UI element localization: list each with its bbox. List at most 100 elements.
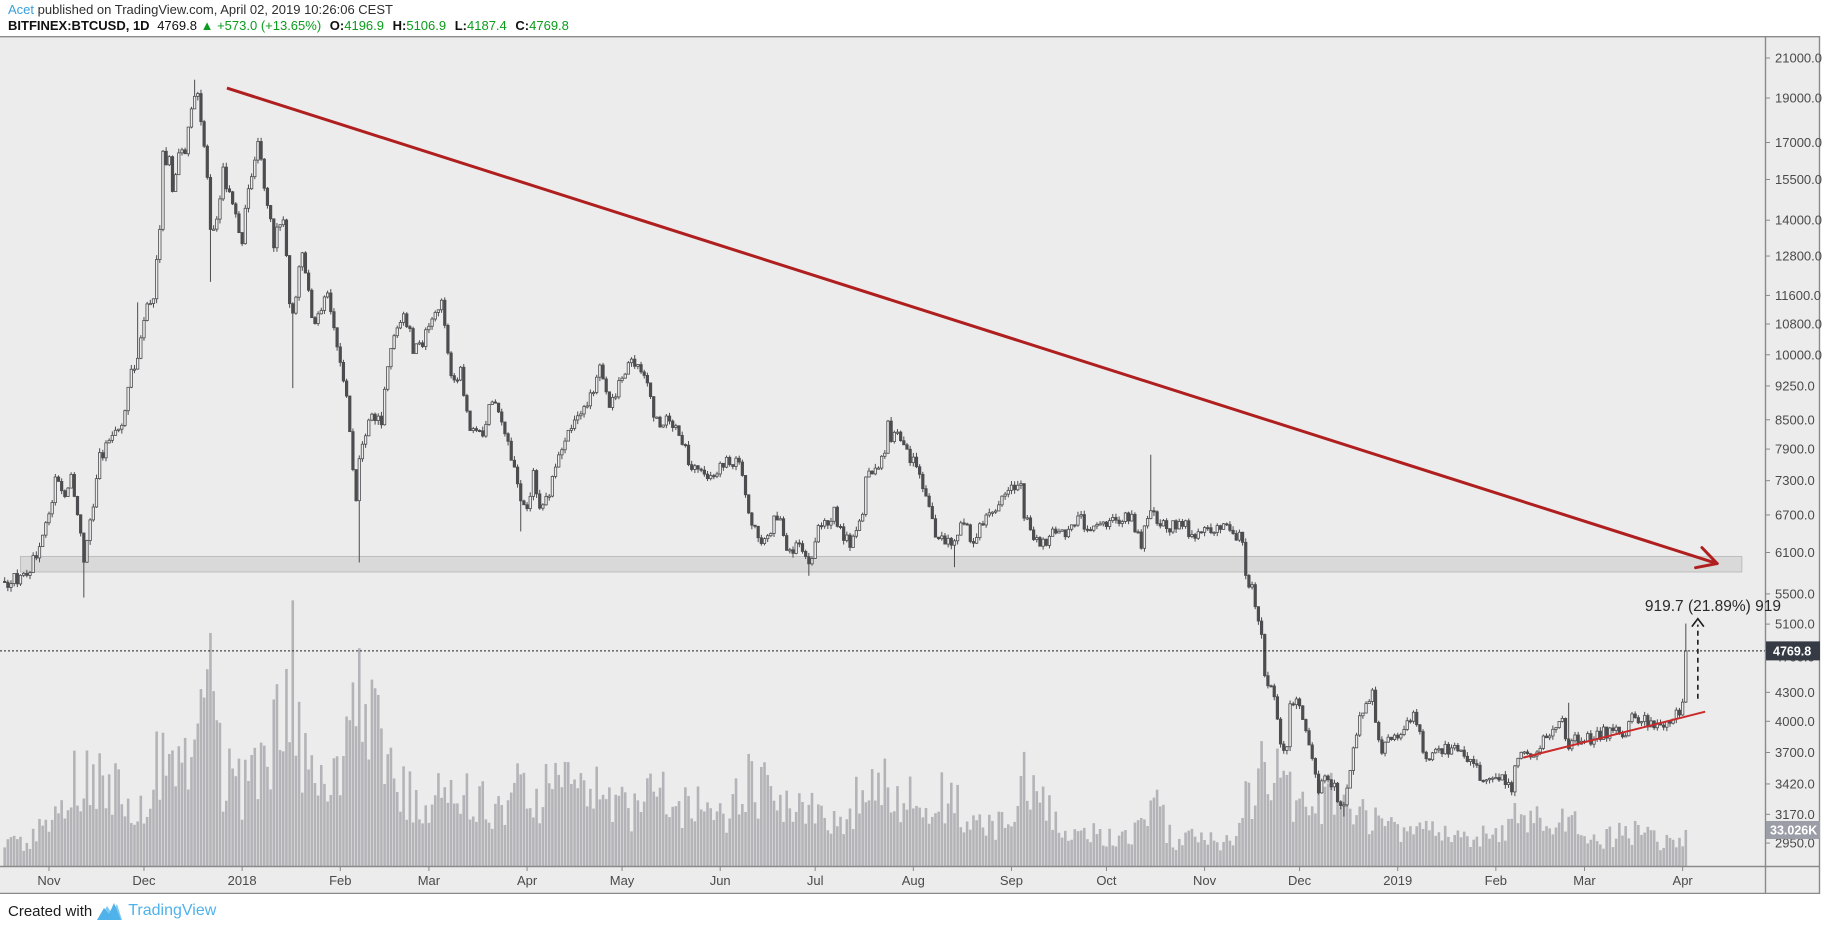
volume-bar [522, 772, 526, 866]
candle-body [1304, 719, 1308, 732]
downtrend-line[interactable] [226, 86, 1718, 565]
volume-bar [399, 811, 402, 866]
candle-body [1161, 520, 1166, 527]
candle-body [1231, 529, 1235, 534]
volume-bar [1244, 781, 1248, 866]
volume-bar [209, 632, 212, 866]
candle-body [810, 558, 814, 565]
volume-bar [1266, 794, 1270, 866]
candle-body [503, 421, 507, 435]
volume-bar [1659, 850, 1662, 866]
volume-bar [1253, 805, 1257, 866]
candle-body [75, 496, 80, 516]
volume-bar [1288, 771, 1292, 866]
volume-bar [234, 776, 238, 866]
candle-body [1468, 759, 1473, 762]
volume-bar [703, 811, 706, 866]
candle-body [655, 416, 659, 419]
y-axis-label: 19000.0 [1775, 91, 1822, 106]
candle-body [1611, 727, 1615, 731]
x-axis-label: Mar [1573, 873, 1596, 888]
volume-bar [1576, 834, 1580, 866]
brand-name[interactable]: TradingView [128, 902, 217, 919]
volume-bar [763, 762, 766, 866]
candle-body [53, 476, 57, 504]
volume-bar [1010, 826, 1013, 866]
candle-body [414, 343, 418, 354]
volume-bar [278, 750, 282, 866]
candle-body [338, 346, 342, 363]
candle-body [1339, 801, 1343, 807]
volume-bar [1234, 835, 1238, 866]
volume-bar [1127, 843, 1130, 866]
volume-bar [50, 819, 54, 866]
volume-bar [620, 786, 624, 866]
candle-body [1038, 537, 1042, 547]
volume-bar [1187, 830, 1191, 866]
volume-bar [25, 842, 29, 866]
volume-bar [1152, 797, 1156, 866]
candle-body [199, 93, 203, 123]
candle-body [69, 474, 73, 489]
volume-bar [1421, 828, 1425, 866]
volume-bar [101, 775, 105, 866]
candle-body [569, 428, 573, 431]
volume-bar [114, 763, 117, 866]
volume-bar [291, 600, 295, 866]
candle-body [405, 313, 409, 328]
volume-bar [1355, 815, 1358, 866]
volume-bar [1006, 824, 1010, 866]
chart-canvas[interactable]: 21000.0 19000.0 17000.0 15500.0 14000.0 12800… [0, 35, 1828, 895]
volume-bar [95, 808, 98, 866]
volume-bar [1668, 837, 1672, 866]
volume-bar [1329, 772, 1333, 866]
symbol-title[interactable]: BITFINEX:BTCUSD, 1D [8, 18, 150, 33]
x-axis-label: Feb [1485, 873, 1507, 888]
volume-bar [1155, 789, 1159, 866]
candle-body [1032, 529, 1036, 540]
candle-body [1361, 712, 1365, 717]
volume-bar [658, 787, 662, 866]
supply-zone-band[interactable] [20, 555, 1743, 573]
volume-bar [798, 793, 801, 866]
volume-bar [1396, 824, 1400, 866]
author-link[interactable]: Acet [8, 2, 35, 17]
candle-body [1025, 517, 1029, 520]
volume-bar [1684, 830, 1688, 866]
volume-bar [250, 754, 253, 866]
volume-bar [1671, 839, 1675, 866]
volume-bar [851, 829, 855, 866]
candle-body [250, 176, 254, 190]
volume-bar [1529, 810, 1532, 866]
volume-bar [918, 807, 921, 866]
candle-body [1047, 535, 1052, 546]
volume-bar [300, 792, 304, 866]
volume-bar [718, 803, 722, 866]
volume-bar [1067, 840, 1070, 866]
candle-body [1424, 751, 1428, 760]
y-axis-label: 11600.0 [1775, 288, 1821, 303]
price-axis[interactable] [1765, 36, 1820, 866]
volume-bar [1105, 846, 1108, 866]
plot-area[interactable] [3, 79, 1743, 866]
support-trendline[interactable] [1522, 710, 1706, 759]
volume-bar [807, 804, 811, 866]
volume-bar [342, 756, 345, 866]
candle-body [886, 420, 890, 454]
candle-body [873, 467, 877, 475]
volume-bar [199, 689, 203, 866]
volume-bar [554, 762, 557, 866]
volume-bar [1497, 842, 1501, 866]
y-axis-label: 5100.0 [1775, 617, 1815, 632]
candle-body [1073, 524, 1077, 527]
candle-body [702, 469, 706, 475]
volume-bar [1143, 819, 1146, 866]
volume-bar [1247, 782, 1251, 866]
candle-body [1247, 575, 1251, 588]
volume-bar [1333, 814, 1336, 866]
candle-body [1035, 537, 1039, 540]
candle-body [1326, 775, 1330, 781]
candle-body [94, 478, 99, 508]
volume-bar [962, 832, 966, 866]
candle-body [1013, 484, 1017, 491]
